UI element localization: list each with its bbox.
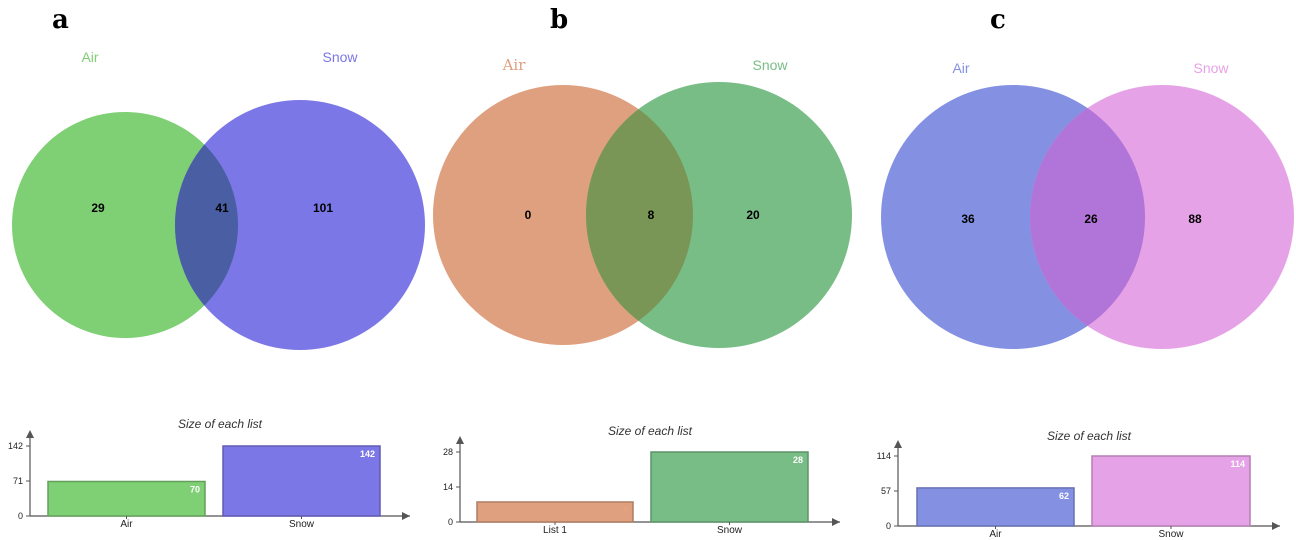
count-right-only: 20 — [746, 208, 760, 222]
bar-value-label: 8 — [623, 505, 628, 515]
y-tick-label: 71 — [13, 476, 23, 486]
y-tick-label: 0 — [886, 521, 891, 531]
bar-list-1 — [476, 501, 634, 523]
bar-air — [916, 487, 1075, 527]
bar-value-label: 70 — [190, 484, 200, 494]
bar-chart-title: Size of each list — [178, 417, 263, 431]
bar-chart-title: Size of each list — [1047, 429, 1132, 443]
panel-a: a Air Snow 29 41 101 Size of each list 0 71 142 70… — [8, 5, 425, 530]
bar-value-label: 28 — [793, 455, 803, 465]
y-tick-label: 0 — [448, 517, 453, 527]
panel-letter: a — [52, 5, 69, 35]
y-tick-label: 14 — [443, 482, 453, 492]
panel-c: c Air Snow 36 26 88 Size of each list 0 57 114 62 A… — [877, 5, 1294, 540]
bar-snow — [650, 451, 809, 523]
bar-value-label: 62 — [1059, 491, 1069, 501]
y-tick-label: 57 — [881, 486, 891, 496]
bar-value-label: 142 — [360, 449, 375, 459]
set-label-snow: Snow — [752, 57, 788, 73]
count-intersection: 41 — [215, 201, 229, 215]
x-category-label: Snow — [717, 525, 743, 536]
count-right-only: 101 — [313, 201, 333, 215]
y-tick-label: 114 — [877, 451, 891, 461]
venn-overlap — [1030, 85, 1145, 349]
venn-circle-air — [12, 112, 238, 338]
bar-snow — [222, 445, 381, 517]
x-axis-arrow — [402, 512, 410, 520]
bar-chart: Size of each list 0 14 28 8 List 1 28 Snow — [443, 424, 840, 536]
y-tick-label: 28 — [443, 447, 453, 457]
bar-value-label: 114 — [1230, 459, 1245, 469]
bar-air — [47, 480, 206, 517]
y-axis-arrow — [456, 436, 464, 444]
y-axis-arrow — [894, 440, 902, 448]
set-label-snow: Snow — [322, 49, 358, 65]
set-label-air: Air — [502, 56, 527, 74]
count-intersection: 8 — [648, 208, 655, 222]
x-category-label: Snow — [289, 519, 315, 530]
bar-chart: Size of each list 0 57 114 62 Air 114 Snow — [877, 429, 1280, 540]
y-axis-arrow — [26, 430, 34, 438]
x-category-label: List 1 — [543, 525, 567, 536]
y-tick-label: 0 — [18, 511, 23, 521]
bar-chart: Size of each list 0 71 142 70 Air 142 Snow — [8, 417, 410, 530]
x-category-label: Snow — [1158, 529, 1184, 540]
x-axis-arrow — [832, 518, 840, 526]
count-intersection: 26 — [1084, 212, 1098, 226]
x-category-label: Air — [120, 519, 133, 530]
panel-letter: b — [550, 5, 568, 35]
y-tick-label: 142 — [8, 441, 23, 451]
set-label-snow: Snow — [1193, 60, 1229, 76]
count-left-only: 29 — [91, 201, 105, 215]
panel-letter: c — [990, 5, 1006, 35]
venn-circle-snow — [175, 100, 425, 350]
x-category-label: Air — [989, 529, 1002, 540]
venn-overlap — [586, 85, 693, 345]
bar-snow — [1091, 455, 1251, 527]
count-left-only: 36 — [961, 212, 975, 226]
set-label-air: Air — [952, 60, 969, 76]
set-label-air: Air — [81, 49, 98, 65]
panel-b: b Air Snow 0 8 20 Size of each list 0 14 28 8 List … — [433, 5, 852, 536]
bar-chart-title: Size of each list — [608, 424, 693, 438]
count-left-only: 0 — [525, 208, 532, 222]
count-right-only: 88 — [1188, 212, 1202, 226]
x-axis-arrow — [1272, 522, 1280, 530]
